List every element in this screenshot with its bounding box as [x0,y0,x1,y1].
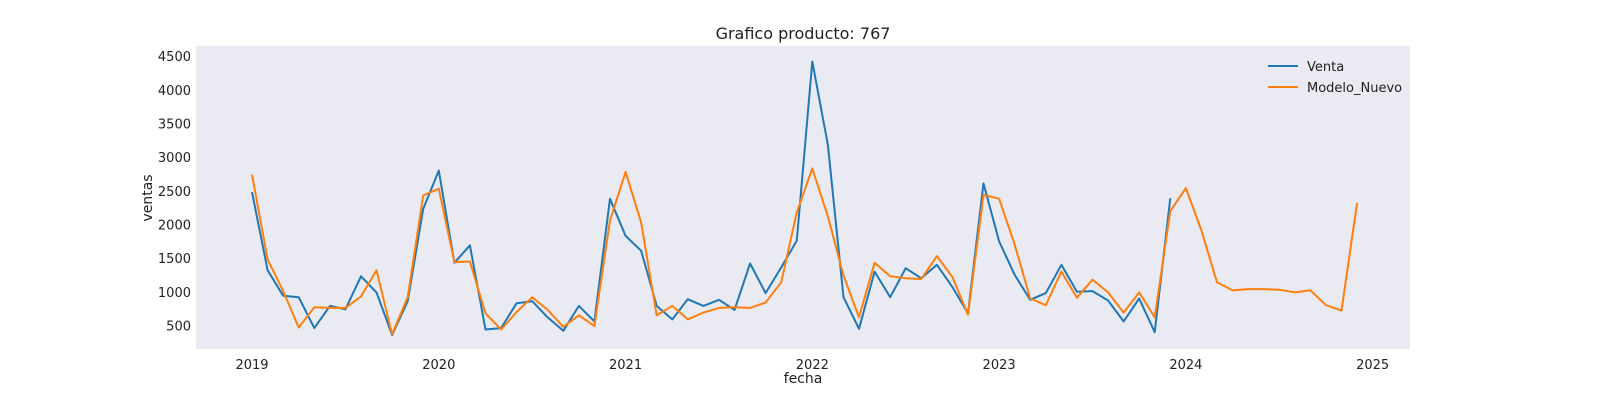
series-lines [251,60,1359,336]
y-tick-label: 1000 [158,286,191,301]
series-line-modelo-nuevo [251,167,1359,336]
x-axis-ticks: 2019 2020 2021 2022 2023 2024 2025 [235,358,1389,373]
y-tick-label: 2000 [158,218,191,233]
x-tick-label: 2021 [609,358,642,373]
y-tick-label: 2500 [158,185,191,200]
series-line-venta [251,60,1172,336]
legend-label: Modelo_Nuevo [1307,81,1402,96]
chart-title: Grafico producto: 767 [716,24,891,43]
x-tick-label: 2025 [1356,358,1389,373]
x-axis-label: fecha [784,371,823,387]
x-tick-label: 2019 [235,358,268,373]
x-tick-label: 2020 [422,358,455,373]
legend: Venta Modelo_Nuevo [1268,60,1402,96]
y-tick-label: 4500 [158,50,191,65]
x-tick-label: 2024 [1169,358,1202,373]
y-tick-label: 4000 [158,84,191,99]
y-axis-label: ventas [140,174,156,221]
y-tick-label: 500 [166,319,191,334]
x-tick-label: 2022 [796,358,829,373]
y-tick-label: 3500 [158,117,191,132]
y-tick-label: 1500 [158,252,191,267]
y-axis-ticks: 500 1000 1500 2000 2500 3000 3500 4000 4500 [158,50,191,334]
y-tick-label: 3000 [158,151,191,166]
legend-label: Venta [1307,60,1344,75]
x-tick-label: 2023 [983,358,1016,373]
